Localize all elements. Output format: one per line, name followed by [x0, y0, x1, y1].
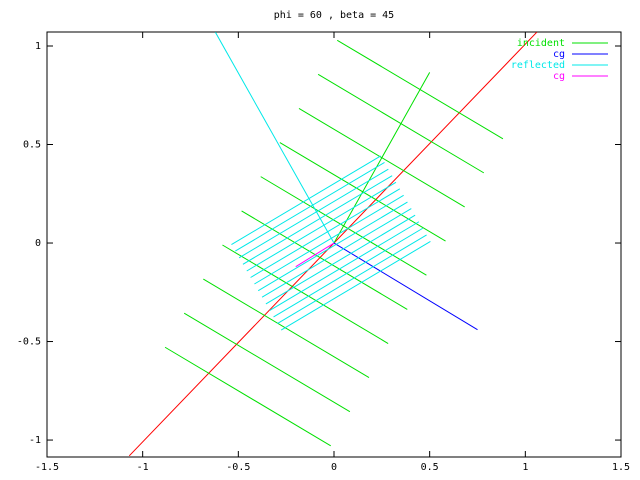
y-tick-label: -1: [29, 435, 41, 446]
data-line: [214, 32, 335, 244]
y-tick-label: 1: [35, 41, 41, 52]
plot-frame: [46, 31, 622, 458]
legend-label: cg: [553, 71, 565, 82]
data-line: [295, 242, 335, 268]
x-tick-label: -1: [137, 462, 149, 473]
x-tick-label: -0.5: [226, 462, 250, 473]
y-tick-label: -0.5: [17, 337, 41, 348]
x-tick-label: 1: [522, 462, 528, 473]
legend-label: reflected: [511, 60, 565, 71]
chart-title: phi = 60 , beta = 45: [274, 10, 394, 21]
plot-area: [128, 32, 538, 457]
legend-label: cg: [553, 49, 565, 60]
data-line: [231, 155, 431, 331]
x-tick-label: 0: [331, 462, 337, 473]
x-tick-label: 1.5: [612, 462, 630, 473]
x-tick-label: -1.5: [35, 462, 59, 473]
x-tick-label: 0.5: [421, 462, 439, 473]
legend-label: incident: [517, 38, 565, 49]
y-tick-label: 0.5: [23, 140, 41, 151]
y-tick-label: 0: [35, 238, 41, 249]
data-line: [333, 72, 431, 244]
